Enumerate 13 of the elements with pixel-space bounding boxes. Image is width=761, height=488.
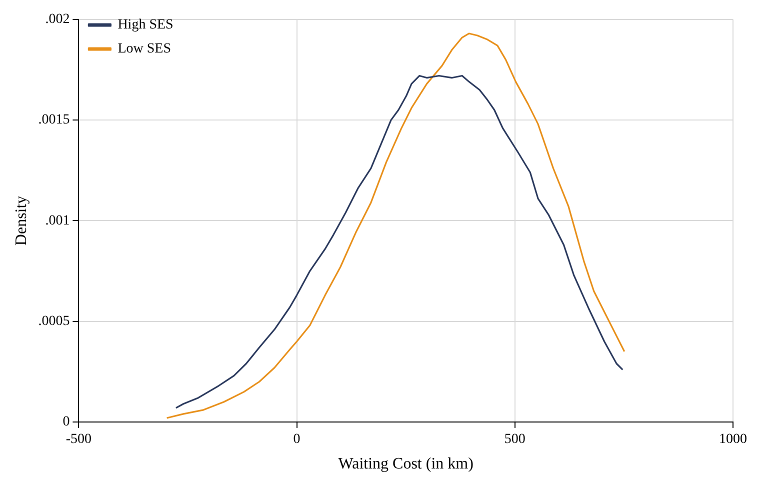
x-axis-title: Waiting Cost (in km)	[338, 456, 474, 473]
y-tick-label: .0015	[38, 112, 70, 128]
y-tick-label: .002	[45, 12, 70, 28]
legend-label: High SES	[118, 18, 174, 33]
y-tick-label: .001	[45, 213, 70, 228]
y-tick-label: .0005	[38, 314, 70, 330]
y-tick-label: 0	[62, 414, 70, 430]
legend-label: Low SES	[118, 42, 171, 57]
x-tick-label: 500	[504, 432, 526, 448]
x-tick-label: -500	[66, 432, 92, 448]
x-tick-label: 1000	[719, 432, 747, 448]
x-tick-label: 0	[293, 432, 300, 448]
y-axis-title: Density	[12, 196, 30, 246]
